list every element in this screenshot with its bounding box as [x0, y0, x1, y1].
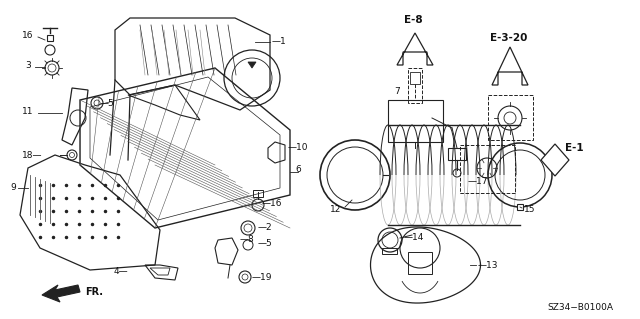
- Text: 3: 3: [25, 61, 31, 70]
- Text: —14: —14: [404, 234, 424, 242]
- Text: 4—: 4—: [113, 268, 128, 277]
- Text: —5: —5: [100, 99, 115, 108]
- Bar: [408, 68, 422, 103]
- Bar: [410, 72, 420, 84]
- Text: —19: —19: [252, 272, 273, 281]
- Text: —10: —10: [288, 144, 308, 152]
- Polygon shape: [42, 285, 80, 302]
- Text: —8: —8: [240, 235, 255, 244]
- Text: —17: —17: [468, 177, 488, 187]
- Text: 18—: 18—: [22, 151, 42, 160]
- Text: —1: —1: [272, 38, 287, 47]
- Text: 12: 12: [330, 205, 341, 214]
- Text: 11: 11: [22, 108, 33, 116]
- Text: E-8: E-8: [404, 15, 422, 25]
- Polygon shape: [248, 62, 256, 68]
- Bar: [460, 145, 515, 193]
- Bar: [388, 100, 443, 142]
- Text: E-3-20: E-3-20: [490, 33, 527, 43]
- Text: —2: —2: [258, 224, 273, 233]
- Text: 9: 9: [10, 183, 16, 192]
- Text: 16: 16: [22, 31, 33, 40]
- Bar: [382, 248, 397, 254]
- Text: FR.: FR.: [85, 287, 103, 297]
- Text: —16: —16: [262, 198, 282, 207]
- Bar: [488, 95, 533, 140]
- Text: 7: 7: [394, 87, 400, 97]
- Text: E-1: E-1: [565, 143, 584, 153]
- Polygon shape: [492, 47, 528, 85]
- Text: SZ34−B0100A: SZ34−B0100A: [547, 303, 613, 313]
- Bar: [448, 148, 466, 160]
- Bar: [408, 252, 432, 274]
- Text: 15: 15: [524, 205, 536, 214]
- Text: 6: 6: [295, 166, 301, 174]
- Polygon shape: [397, 33, 433, 65]
- Text: —13: —13: [478, 261, 499, 270]
- Polygon shape: [541, 144, 569, 176]
- Text: —5: —5: [258, 240, 273, 249]
